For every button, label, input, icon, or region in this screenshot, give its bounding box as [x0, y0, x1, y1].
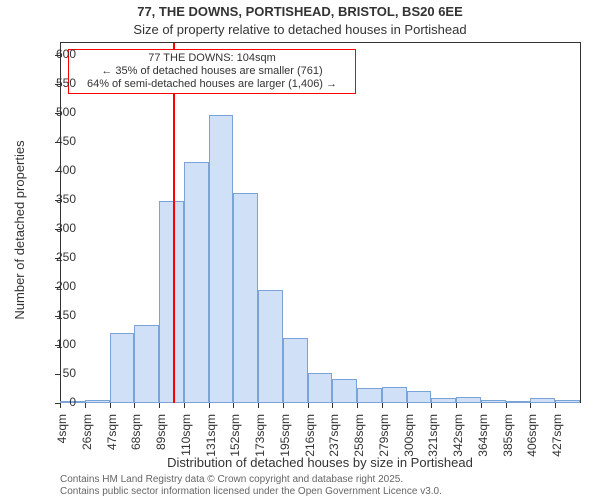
x-tick-label: 89sqm — [155, 414, 167, 464]
histogram-bar — [555, 400, 580, 403]
footer-line2: Contains public sector information licen… — [60, 486, 580, 497]
x-tick-label: 131sqm — [205, 414, 217, 464]
y-tick-label: 200 — [26, 280, 76, 292]
y-tick-label: 0 — [26, 396, 76, 408]
x-tick-mark — [530, 403, 531, 408]
y-tick-label: 500 — [26, 106, 76, 118]
histogram-bar — [233, 193, 258, 403]
y-tick-label: 150 — [26, 309, 76, 321]
y-tick-label: 50 — [26, 367, 76, 379]
histogram-bar — [407, 391, 432, 403]
histogram-bar — [506, 401, 531, 403]
x-tick-mark — [233, 403, 234, 408]
histogram-bar — [481, 400, 506, 403]
x-tick-label: 4sqm — [56, 414, 68, 464]
x-tick-label: 364sqm — [477, 414, 489, 464]
chart-title-line2: Size of property relative to detached ho… — [0, 22, 600, 37]
x-tick-label: 173sqm — [254, 414, 266, 464]
x-tick-label: 300sqm — [403, 414, 415, 464]
x-tick-mark — [110, 403, 111, 408]
x-tick-mark — [209, 403, 210, 408]
x-tick-label: 237sqm — [328, 414, 340, 464]
x-tick-label: 68sqm — [130, 414, 142, 464]
x-tick-label: 279sqm — [378, 414, 390, 464]
annotation-line1: 77 THE DOWNS: 104sqm — [73, 52, 351, 65]
x-tick-mark — [308, 403, 309, 408]
histogram-bar — [456, 397, 481, 403]
y-tick-label: 400 — [26, 164, 76, 176]
y-tick-label: 300 — [26, 222, 76, 234]
histogram-bar — [209, 115, 234, 403]
histogram-bar — [283, 338, 308, 403]
histogram-bar — [332, 379, 357, 403]
histogram-bar — [85, 400, 110, 403]
footer-line1: Contains HM Land Registry data © Crown c… — [60, 474, 580, 485]
annotation-line3: 64% of semi-detached houses are larger (… — [73, 78, 351, 91]
histogram-bar — [134, 325, 159, 403]
x-tick-label: 385sqm — [502, 414, 514, 464]
x-tick-mark — [85, 403, 86, 408]
histogram-bar — [258, 290, 283, 403]
x-tick-label: 427sqm — [551, 414, 563, 464]
y-tick-label: 100 — [26, 338, 76, 350]
x-tick-label: 216sqm — [304, 414, 316, 464]
annotation-line2: ← 35% of detached houses are smaller (76… — [73, 65, 351, 78]
x-tick-mark — [159, 403, 160, 408]
x-tick-label: 152sqm — [229, 414, 241, 464]
histogram-bar — [159, 201, 184, 403]
y-tick-label: 250 — [26, 251, 76, 263]
x-tick-label: 321sqm — [427, 414, 439, 464]
x-tick-mark — [456, 403, 457, 408]
x-tick-label: 26sqm — [81, 414, 93, 464]
x-tick-mark — [184, 403, 185, 408]
y-tick-label: 600 — [26, 48, 76, 60]
x-tick-label: 110sqm — [180, 414, 192, 464]
histogram-bar — [357, 388, 382, 403]
histogram-bar — [431, 398, 456, 403]
x-tick-label: 47sqm — [106, 414, 118, 464]
x-tick-mark — [357, 403, 358, 408]
chart-title-line1: 77, THE DOWNS, PORTISHEAD, BRISTOL, BS20… — [0, 4, 600, 19]
x-tick-label: 342sqm — [452, 414, 464, 464]
x-tick-mark — [555, 403, 556, 408]
x-tick-mark — [258, 403, 259, 408]
histogram-bar — [110, 333, 135, 403]
reference-line — [173, 43, 175, 403]
y-tick-label: 350 — [26, 193, 76, 205]
y-tick-label: 450 — [26, 135, 76, 147]
y-axis-label: Number of detached properties — [12, 30, 27, 430]
histogram-bar — [184, 162, 209, 403]
x-tick-mark — [283, 403, 284, 408]
x-tick-mark — [431, 403, 432, 408]
histogram-bar — [382, 387, 407, 403]
x-tick-label: 258sqm — [353, 414, 365, 464]
x-tick-mark — [407, 403, 408, 408]
plot-area: 77 THE DOWNS: 104sqm← 35% of detached ho… — [60, 42, 581, 403]
x-tick-label: 195sqm — [279, 414, 291, 464]
histogram-bar — [308, 373, 333, 403]
x-tick-mark — [332, 403, 333, 408]
x-tick-mark — [382, 403, 383, 408]
x-tick-mark — [481, 403, 482, 408]
annotation-box: 77 THE DOWNS: 104sqm← 35% of detached ho… — [68, 49, 356, 94]
y-tick-label: 550 — [26, 77, 76, 89]
x-tick-label: 406sqm — [526, 414, 538, 464]
x-tick-mark — [506, 403, 507, 408]
x-tick-mark — [134, 403, 135, 408]
histogram-bar — [530, 398, 555, 403]
